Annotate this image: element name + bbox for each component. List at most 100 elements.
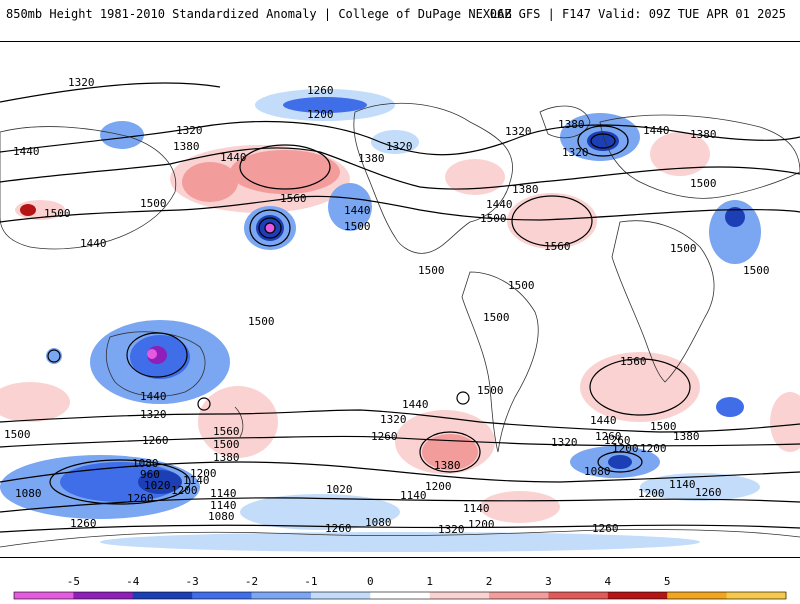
global-map: 1320 1260 1200 1320 1380 1440 1440 1500 … <box>0 41 800 558</box>
colorbar-ticks: -5 -4 -3 -2 -1 0 1 2 3 4 5 <box>67 575 671 588</box>
anomaly-colorbar: -5 -4 -3 -2 -1 0 1 2 3 4 5 <box>0 570 800 600</box>
contour-label: 1200 <box>425 480 452 493</box>
colorbar-swatch <box>548 592 609 599</box>
contour-label: 1500 <box>4 428 31 441</box>
contour-label: 1560 <box>544 240 571 253</box>
contour-label: 1380 <box>173 140 200 153</box>
colorbar-tick-label: 4 <box>605 575 612 588</box>
colorbar-swatch <box>370 592 431 599</box>
contour-ring <box>590 133 616 149</box>
contour-line <box>0 524 800 533</box>
height-contours <box>0 82 800 533</box>
anomaly-positive <box>507 193 597 249</box>
contour-label: 1200 <box>190 467 217 480</box>
contour-label: 1140 <box>210 499 237 512</box>
map-header: 850mb Height 1981-2010 Standardized Anom… <box>0 0 800 30</box>
contour-label: 1080 <box>584 465 611 478</box>
colorbar-tick-label: 3 <box>545 575 552 588</box>
colorbar-swatch <box>607 592 668 599</box>
contour-ring <box>126 332 188 378</box>
contour-label: 1440 <box>13 145 40 158</box>
map-title: 850mb Height 1981-2010 Standardized Anom… <box>6 7 512 21</box>
contour-label: 1500 <box>213 438 240 451</box>
contour-line <box>0 497 800 513</box>
contour-label: 1140 <box>400 489 427 502</box>
colorbar-swatch <box>310 592 371 599</box>
contour-label: 1260 <box>695 486 722 499</box>
anomaly-negative <box>283 97 367 113</box>
anomaly-negative <box>640 473 760 501</box>
contour-label: 1500 <box>508 279 535 292</box>
anomaly-positive <box>20 204 36 216</box>
contour-label: 1560 <box>213 425 240 438</box>
contour-label: 1320 <box>551 436 578 449</box>
colorbar-swatch <box>251 592 312 599</box>
contour-label: 1440 <box>643 124 670 137</box>
anomaly-positive <box>198 386 278 458</box>
colorbar-swatch <box>14 592 74 599</box>
colorbar-tick-label: -3 <box>186 575 199 588</box>
coastline-antarctica <box>0 529 800 548</box>
contour-label: 1380 <box>673 430 700 443</box>
contour-label: 1320 <box>562 146 589 159</box>
coastline-europe-asia <box>599 114 800 199</box>
contour-ring <box>456 391 470 405</box>
colorbar-swatch <box>667 592 728 599</box>
anomaly-negative <box>147 349 157 359</box>
contour-label: 1020 <box>326 483 353 496</box>
contour-label: 1260 <box>142 434 169 447</box>
contour-label: 1200 <box>640 442 667 455</box>
contour-label: 1380 <box>434 459 461 472</box>
anomaly-negative <box>608 455 632 469</box>
contour-label: 1320 <box>386 140 413 153</box>
contour-label: 1440 <box>344 204 371 217</box>
contour-label: 1080 <box>365 516 392 529</box>
anomaly-positive <box>580 352 700 422</box>
colorbar-swatch <box>132 592 193 599</box>
contour-label: 1440 <box>140 390 167 403</box>
contour-ring <box>258 217 282 239</box>
contour-line <box>0 409 800 433</box>
contour-label: 1080 <box>15 487 42 500</box>
contour-ring <box>239 144 331 190</box>
contour-label: 1440 <box>220 151 247 164</box>
contour-label: 1500 <box>44 207 71 220</box>
contour-label: 1320 <box>505 125 532 138</box>
contour-line <box>0 435 800 448</box>
contour-label: 1500 <box>418 264 445 277</box>
contour-label: 1140 <box>463 502 490 515</box>
contour-label: 1380 <box>358 152 385 165</box>
contour-label: 1140 <box>183 474 210 487</box>
colorbar-tick-label: 5 <box>664 575 671 588</box>
colorbar-swatch <box>489 592 549 599</box>
contour-label: 1320 <box>438 523 465 536</box>
colorbar-tick-label: -4 <box>126 575 140 588</box>
contour-label: 1200 <box>171 484 198 497</box>
contour-label: 1320 <box>140 408 167 421</box>
anomaly-negative <box>265 223 275 233</box>
contour-label: 1200 <box>307 108 334 121</box>
contour-label: 1260 <box>70 517 97 530</box>
contour-label: 1260 <box>307 84 334 97</box>
anomaly-positive <box>182 162 238 202</box>
contour-ring <box>197 397 211 411</box>
contour-label: 1020 <box>144 479 171 492</box>
anomaly-positive <box>422 434 478 470</box>
contour-label: 1260 <box>595 430 622 443</box>
contour-line <box>0 147 800 190</box>
colorbar-swatch <box>192 592 253 599</box>
contour-label: 1380 <box>213 451 240 464</box>
colorbar-tick-label: 2 <box>486 575 493 588</box>
anomaly-positive <box>770 392 800 452</box>
colorbar-swatch <box>429 592 490 599</box>
contour-label: 1140 <box>669 478 696 491</box>
anomaly-negative <box>725 207 745 227</box>
contour-label: 1500 <box>650 420 677 433</box>
anomaly-positive <box>480 491 560 523</box>
contour-label: 1440 <box>80 237 107 250</box>
contour-line <box>0 120 800 156</box>
model-run-info: 06Z GFS | F147 Valid: 09Z TUE APR 01 202… <box>489 7 786 21</box>
contour-label: 1560 <box>620 355 647 368</box>
contour-label: 1440 <box>402 398 429 411</box>
contour-label: 1200 <box>468 518 495 531</box>
